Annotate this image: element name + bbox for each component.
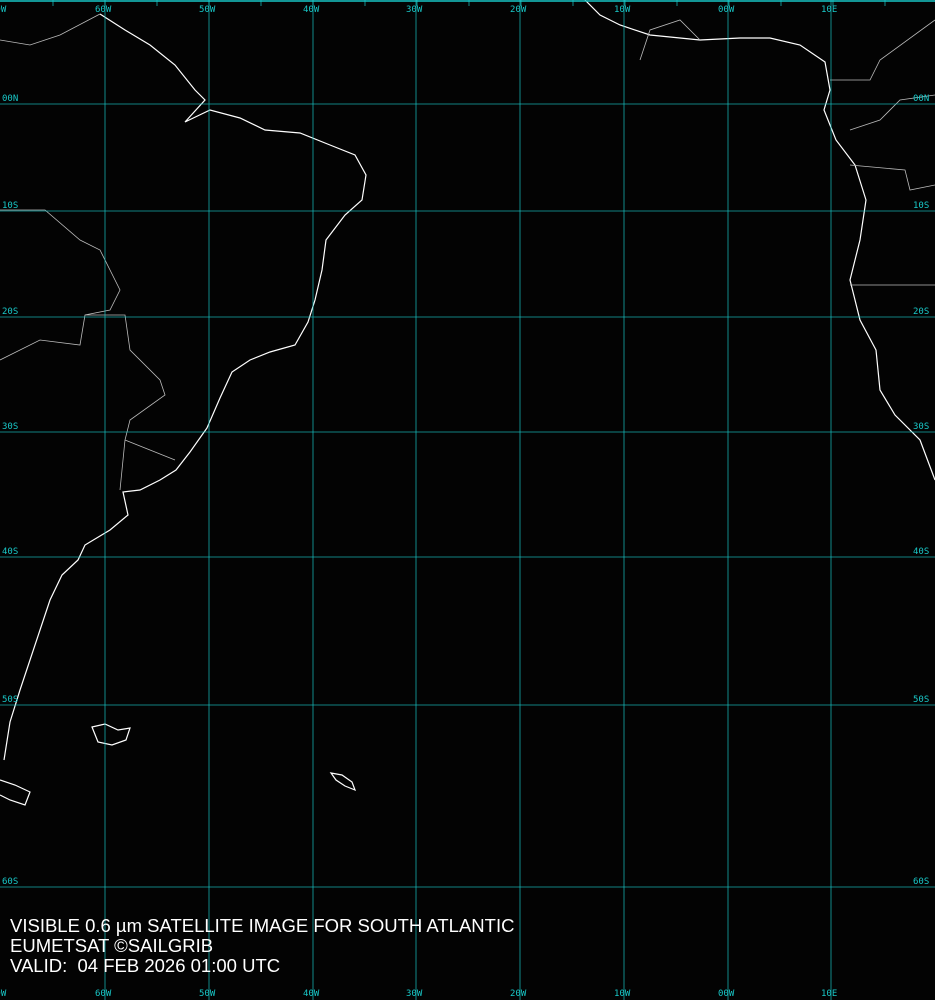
longitude-label-bottom: 40W [303,989,320,999]
latitude-label-right: 40S [913,547,929,557]
longitude-label-top: 10E [821,5,837,15]
longitude-label-top: 30W [406,5,423,15]
latitude-label-left: 60S [2,877,18,887]
latitude-label-right: 20S [913,307,929,317]
longitude-label-top: 60W [95,5,112,15]
longitude-label-bottom: 20W [510,989,527,999]
longitude-label-bottom: 10E [821,989,837,999]
longitude-label-bottom: 70W [0,989,7,999]
latitude-label-left: 20S [2,307,18,317]
latitude-label-left: 30S [2,422,18,432]
tierra-del-fuego [0,779,31,806]
longitude-label-top: 50W [199,5,216,15]
africa-coast [584,0,935,481]
caption-valid-time: VALID: 04 FEB 2026 01:00 UTC [10,955,281,976]
latitude-label-right: 50S [913,695,929,705]
south-georgia [329,772,357,792]
latitude-label-right: 30S [913,422,929,432]
latitude-label-right: 10S [913,201,929,211]
latitude-label-left: 00N [2,94,18,104]
latitude-label-right: 00N [913,94,929,104]
longitude-label-top: 70W [0,5,7,15]
longitude-label-bottom: 60W [95,989,112,999]
falkland-islands [91,723,131,746]
longitude-label-top: 20W [510,5,527,15]
coastlines [0,0,935,806]
longitude-label-top: 10W [614,5,631,15]
longitude-label-top: 40W [303,5,320,15]
image-caption: VISIBLE 0.6 µm SATELLITE IMAGE FOR SOUTH… [10,916,514,976]
longitude-label-bottom: 50W [199,989,216,999]
latitude-label-right: 60S [913,877,929,887]
longitude-label-bottom: 10W [614,989,631,999]
latitude-label-left: 50S [2,695,18,705]
country-borders [0,13,935,491]
caption-title: VISIBLE 0.6 µm SATELLITE IMAGE FOR SOUTH… [10,915,515,936]
longitude-label-top: 00W [718,5,735,15]
caption-source: EUMETSAT ©SAILGRIB [10,935,214,956]
latitude-label-left: 10S [2,201,18,211]
longitude-label-bottom: 00W [718,989,735,999]
longitude-label-bottom: 30W [406,989,423,999]
latitude-label-left: 40S [2,547,18,557]
south-america-coast [3,13,367,761]
